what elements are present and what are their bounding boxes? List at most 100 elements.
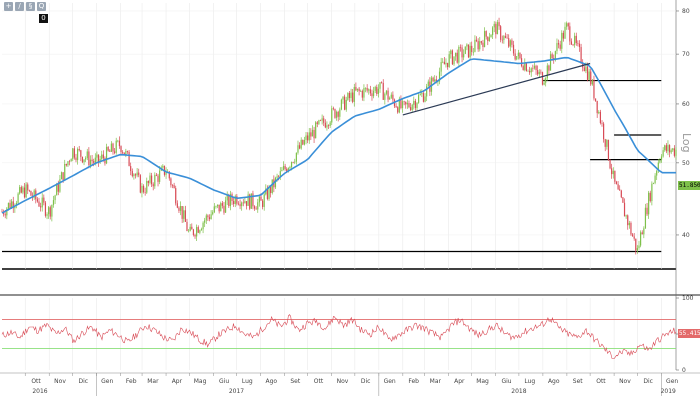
candle-body [122,152,124,153]
candle-body [237,203,240,205]
candle-body [223,205,225,213]
candle-body [366,87,368,91]
candle-body [376,86,378,94]
price-y-axis: 40 50 60 70 80 [676,8,690,239]
candle-body [578,43,581,48]
x-tick-label: Giu [501,378,511,385]
candle-body [379,82,381,89]
candle-body [575,35,577,44]
candle-body [350,92,352,99]
candle-body [659,159,661,163]
x-tick-label: Feb [408,378,419,385]
candle-body [70,159,72,162]
candle-body [403,101,405,102]
candle-body [216,204,219,207]
plus-icon[interactable]: + [4,2,13,11]
candle-body [138,172,140,176]
candle-body [104,158,106,164]
candle-body [554,51,556,60]
candle-body [446,62,449,67]
rsi-tick-label: 100 [682,295,694,302]
candle-body [459,46,462,48]
x-tick-label: Nov [54,378,66,385]
candle-body [266,188,269,199]
candle-body [480,41,482,43]
settings-icon[interactable]: § [26,2,35,11]
candle-body [413,100,415,105]
candle-body [418,95,420,103]
candle-body [329,122,331,126]
candle-body [358,88,360,92]
candle-body [224,200,227,213]
x-tick-label: Apr [172,378,183,385]
candle-body [321,118,323,121]
candle-body [520,58,523,67]
candle-body [504,36,507,38]
candle-body [619,189,621,191]
zoom-icon[interactable]: Q [37,2,46,11]
candle-body [414,100,417,109]
trendline-segment [402,62,591,116]
candle-body [527,71,529,72]
candle-body [548,65,550,71]
candle-body [535,65,537,71]
candle-body [80,150,82,157]
candle-body [361,90,363,98]
candle-body [28,190,30,191]
x-tick-label: Ago [265,378,277,385]
candle-body [94,157,96,163]
trendline [402,62,591,116]
candle-body [242,202,244,204]
candle-body [490,35,492,38]
candle-body [585,66,587,72]
candle-body [23,187,26,198]
candle-body [234,196,236,205]
candle-body [577,43,579,44]
candle-body [173,185,175,189]
x-tick-label: Ott [596,378,606,385]
candle-body [603,123,605,140]
candle-body [200,229,203,231]
candle-body [607,139,610,161]
candle-body [340,99,343,110]
candle-body [594,98,597,101]
candle-body [284,166,286,169]
candle-body [96,154,98,158]
candle-body [89,159,92,166]
candle-body [159,170,161,182]
candle-body [162,165,164,168]
x-tick-label: Ago [548,378,560,385]
candle-body [331,108,333,123]
candle-body [118,140,121,147]
candle-body [215,206,217,207]
candle-body [422,93,425,102]
candle-body [303,139,306,145]
candle-body [400,98,402,109]
candle-body [170,178,172,186]
candle-body [364,87,367,89]
candle-body [627,215,629,226]
candle-body [49,207,51,217]
candle-body [149,175,151,183]
candle-body [339,109,341,117]
candle-body [109,150,111,152]
candle-body [381,82,383,83]
candle-body [458,46,460,63]
candle-body [250,193,252,209]
candle-body [416,102,418,109]
draw-icon[interactable]: / [15,2,24,11]
candle-body [385,90,388,94]
candle-body [574,35,576,45]
candle-body [509,40,511,47]
candle-body [134,174,137,176]
candle-body [590,71,592,85]
candle-body [245,201,248,206]
candle-body [408,103,410,108]
candle-body [506,37,508,39]
x-tick-label: Ott [314,378,324,385]
candle-body [631,234,634,237]
candle-body [204,220,206,223]
candle-body [609,160,611,169]
zero-badge[interactable]: 0 [39,14,48,23]
